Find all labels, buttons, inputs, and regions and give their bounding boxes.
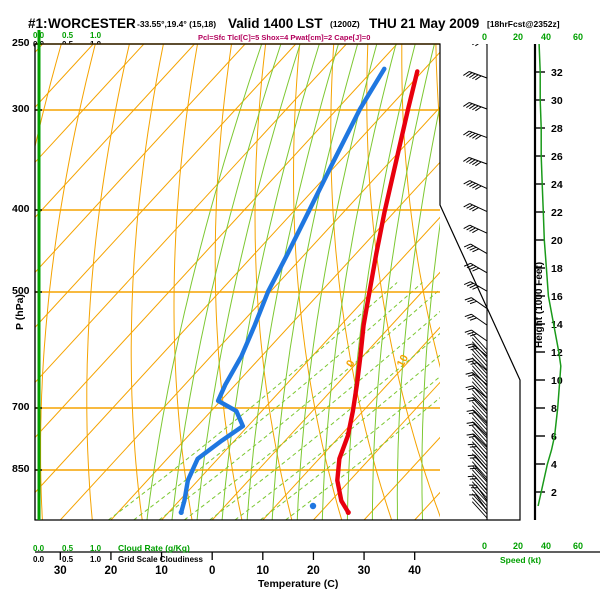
speed-tick-bot-3: 60 <box>573 541 584 551</box>
height-axis-label: Height (1000 Feet) <box>534 261 545 348</box>
wind-speed-profile <box>537 44 562 507</box>
cloud-rate-tick-bot-1: 0.5 <box>62 544 74 553</box>
temperature-tick-label: 0 <box>209 565 215 577</box>
speed-tick-bot-0: 0 <box>482 541 488 551</box>
height-tick-label: 28 <box>551 123 563 135</box>
cloudiness-tick-bot-2: 1.0 <box>90 555 102 564</box>
height-tick-label: 2 <box>551 487 557 499</box>
pressure-tick-400: 400 <box>12 203 30 215</box>
skewt-grid: 0 10 <box>35 44 440 520</box>
speed-tick-bot-2: 40 <box>541 541 552 551</box>
wind-speed-curve <box>537 44 562 507</box>
temperature-tick-label: 30 <box>358 565 371 577</box>
cloudiness-tick-bot-0: 0.0 <box>33 555 45 564</box>
temperature-axis-label: Temperature (C) <box>258 578 339 590</box>
height-tick-label: 30 <box>551 95 563 107</box>
height-tick-label: 22 <box>551 207 563 219</box>
isotherm-label: 0 <box>344 358 357 369</box>
cloud-rate-tick-bot-2: 1.0 <box>90 544 102 553</box>
height-tick-label: 18 <box>551 263 563 275</box>
speed-axis-label: Speed (kt) <box>500 555 542 565</box>
temperature-curve <box>335 69 420 515</box>
height-tick-label: 20 <box>551 235 563 247</box>
pressure-tick-850: 850 <box>12 463 30 475</box>
cloudiness-tick-bot-1: 0.5 <box>62 555 74 564</box>
height-tick-label: 12 <box>551 347 563 359</box>
pressure-tick-300: 300 <box>12 103 30 115</box>
height-tick-label: 32 <box>551 67 563 79</box>
isotherm-label: 10 <box>395 353 411 369</box>
stability-indices: Pcl=Sfc TlcI[C]=5 Shox=4 Pwat[cm]=2 Cape… <box>198 33 371 42</box>
height-tick-label: 14 <box>551 319 563 331</box>
height-tick-label: 4 <box>551 459 557 471</box>
sounding-traces <box>178 66 420 516</box>
valid-date: THU 21 May 2009 <box>369 16 480 31</box>
speed-tick-top-2: 40 <box>541 32 552 42</box>
speed-tick-bot-1: 20 <box>513 541 524 551</box>
valid-time-label: Valid 1400 LST <box>228 16 323 31</box>
temperature-tick-label: 20 <box>307 565 320 577</box>
station-id: #1: <box>28 16 48 31</box>
height-tick-label: 10 <box>551 375 563 387</box>
cloud-rate-tick-top-2: 1.0 <box>90 31 102 40</box>
dewpoint-curve <box>179 66 387 515</box>
pressure-tick-500: 500 <box>12 285 30 297</box>
height-tick-label: 8 <box>551 403 557 415</box>
pressure-tick-250: 250 <box>12 37 30 49</box>
cloudiness-axis-label: Grid Scale Cloudiness <box>118 555 203 564</box>
temperature-tick-label: 40 <box>408 565 421 577</box>
pressure-tick-700: 700 <box>12 401 30 413</box>
cloud-rate-tick-top-1: 0.5 <box>62 31 74 40</box>
temperature-tick-label: 10 <box>155 565 168 577</box>
height-tick-label: 24 <box>551 179 563 191</box>
height-tick-label: 26 <box>551 151 563 163</box>
station-coordinates: -33.55°,19.4° (15,18) <box>137 19 217 29</box>
temperature-tick-label: 10 <box>256 565 269 577</box>
cloud-rate-axis-label: Cloud Rate (g/Kg) <box>118 543 190 553</box>
temperature-axis-ticks: 30 20 10 0 10 20 30 40 <box>54 552 421 577</box>
temperature-tick-label: 20 <box>105 565 118 577</box>
speed-tick-top-0: 0 <box>482 32 488 42</box>
station-name: WORCESTER <box>48 16 136 31</box>
cloud-rate-tick-bot-0: 0.0 <box>33 544 45 553</box>
speed-tick-top-3: 60 <box>573 32 584 42</box>
valid-time-utc: (1200Z) <box>330 19 360 29</box>
height-tick-label: 16 <box>551 291 563 303</box>
wind-barbs <box>463 44 488 519</box>
speed-tick-top-1: 20 <box>513 32 524 42</box>
forecast-tag: [18hrFcst@2352z] <box>487 19 560 29</box>
temperature-tick-label: 30 <box>54 565 67 577</box>
